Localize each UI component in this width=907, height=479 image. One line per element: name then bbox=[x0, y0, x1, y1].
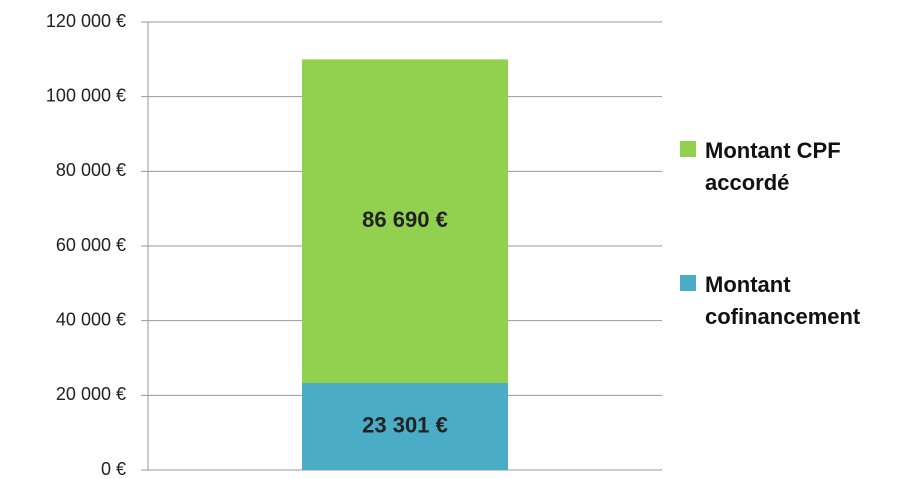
y-tick-label: 0 € bbox=[101, 459, 126, 479]
y-tick-label: 40 000 € bbox=[56, 309, 126, 329]
legend-item: Montant CPF accordé bbox=[680, 135, 870, 199]
legend-item: Montant cofinancement bbox=[680, 269, 870, 333]
value-label: 86 690 € bbox=[362, 207, 448, 232]
y-tick-label: 120 000 € bbox=[46, 11, 126, 31]
y-tick-label: 20 000 € bbox=[56, 384, 126, 404]
y-tick-label: 80 000 € bbox=[56, 160, 126, 180]
legend: Montant CPF accordé Montant cofinancement bbox=[680, 135, 870, 403]
legend-swatch bbox=[680, 275, 696, 291]
bar-segment bbox=[302, 383, 508, 470]
legend-label: Montant CPF accordé bbox=[705, 138, 841, 195]
y-tick-label: 100 000 € bbox=[46, 85, 126, 105]
bar-segment bbox=[302, 59, 508, 384]
value-label: 23 301 € bbox=[362, 412, 448, 437]
y-tick-label: 60 000 € bbox=[56, 235, 126, 255]
legend-swatch bbox=[680, 141, 696, 157]
legend-label: Montant cofinancement bbox=[705, 272, 861, 329]
